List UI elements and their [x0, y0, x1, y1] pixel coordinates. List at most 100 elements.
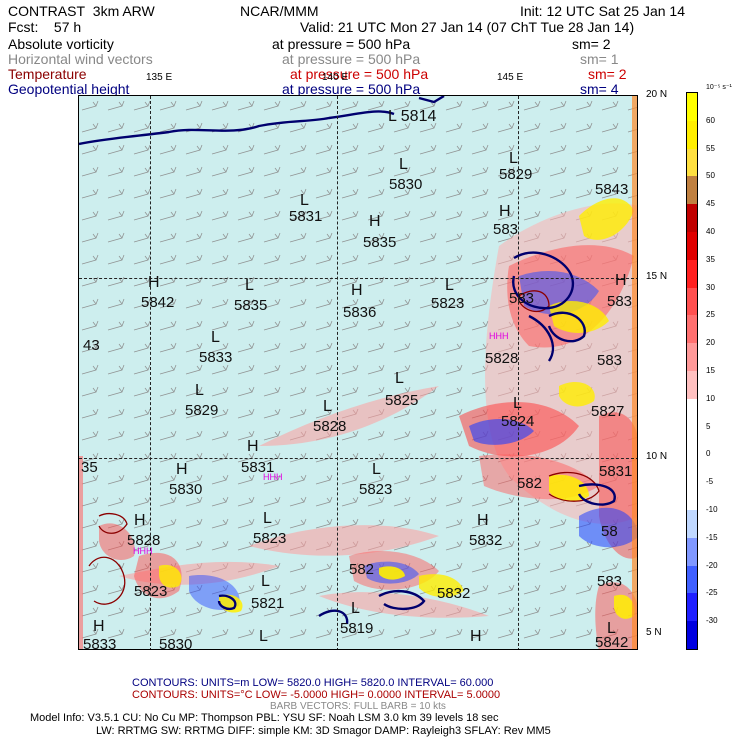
height-value: 5829 [499, 166, 533, 183]
low-center-label: L [245, 277, 254, 294]
high-center-label: H [247, 438, 259, 455]
colorbar-tick-label: 25 [706, 310, 715, 320]
height-value: 583 [509, 290, 535, 307]
height-value: 5828 [485, 350, 519, 367]
field-temperature-smooth: sm= 2 [588, 66, 627, 82]
colorbar-tick-label: -5 [706, 477, 714, 487]
magenta-label: HHH [489, 331, 509, 341]
colorbar-swatch [687, 287, 697, 316]
high-center-label: H [470, 628, 482, 645]
high-center-label: H [93, 618, 105, 635]
colorbar-swatch [687, 93, 697, 122]
colorbar-tick-label: 30 [706, 282, 715, 292]
colorbar-swatch [687, 593, 697, 622]
height-value: 5833 [199, 349, 233, 366]
high-center-label: H [134, 512, 146, 529]
height-value: 583 [597, 352, 623, 369]
colorbar-swatch [687, 454, 697, 483]
height-value: 583 [493, 221, 519, 238]
product-label: CONTRAST 3km ARW [8, 3, 155, 19]
height-value: 5842 [141, 294, 175, 311]
colorbar-tick-label: -20 [706, 560, 718, 570]
low-center-label: L [445, 277, 454, 294]
height-value: 58 [601, 523, 618, 540]
high-center-label: H [369, 213, 381, 230]
colorbar-tick-label: -25 [706, 588, 718, 598]
height-value: 5825 [385, 392, 419, 409]
height-value: 5823 [359, 481, 393, 498]
colorbar-swatch [687, 176, 697, 205]
field-wind-smooth: sm= 1 [580, 51, 619, 67]
height-value: 583 [597, 573, 623, 590]
height-value: 5833 [83, 636, 117, 650]
high-center-label: H [351, 282, 363, 299]
colorbar-swatch [687, 232, 697, 261]
height-value: 5830 [159, 636, 193, 650]
forecast-hour: Fcst: 57 h [8, 19, 82, 35]
low-center-label: L [509, 150, 518, 167]
colorbar-swatch [687, 426, 697, 455]
low-center-label: L [372, 461, 381, 478]
field-height-smooth: sm= 4 [580, 81, 619, 97]
colorbar [686, 92, 698, 650]
high-center-label: H [148, 274, 160, 291]
high-center-label: H [615, 272, 627, 289]
height-value: 5823 [431, 295, 465, 312]
contour-info-temperature: CONTOURS: UNITS=°C LOW= -5.0000 HIGH= 0.… [132, 689, 501, 701]
low-center-label: L [399, 156, 408, 173]
colorbar-swatch [687, 621, 697, 650]
low-center-label: L [195, 382, 204, 399]
low-center-label: L [259, 628, 268, 645]
gridline-lon-145 [518, 96, 519, 649]
colorbar-tick-label: 5 [706, 421, 711, 431]
field-height-name: Geopotential height [8, 81, 130, 97]
height-value: 5832 [469, 532, 503, 549]
height-value: 5842 [595, 634, 629, 650]
map-graphics [79, 96, 637, 649]
height-value: 5819 [340, 620, 374, 637]
height-value: 5821 [251, 595, 285, 612]
field-temperature-name: Temperature [8, 66, 87, 82]
colorbar-swatch [687, 510, 697, 539]
barb-info: BARB VECTORS: FULL BARB = 10 kts [270, 701, 446, 712]
low-center-label: L [300, 192, 309, 209]
init-time: Init: 12 UTC Sat 25 Jan 14 [520, 3, 685, 19]
field-wind-pressure: at pressure = 500 hPa [282, 51, 421, 67]
height-value: 5832 [437, 585, 471, 602]
field-wind-name: Horizontal wind vectors [8, 51, 153, 67]
map-panel: L 5814 L 5830 L 5829 5843 L 5831 H 5835 … [78, 95, 638, 650]
field-vorticity-pressure: at pressure = 500 hPa [272, 36, 411, 52]
height-value: 5829 [185, 402, 219, 419]
lat-label-10n: 10 N [646, 451, 668, 462]
gridline-lat-15 [79, 278, 637, 279]
high-center-label: H [499, 203, 511, 220]
magenta-label: HHH [133, 546, 153, 556]
colorbar-swatch [687, 371, 697, 400]
colorbar-tick-label: 40 [706, 227, 715, 236]
model-info-line1: Model Info: V3.5.1 CU: No Cu MP: Thompso… [30, 712, 499, 724]
lon-label-145e: 145 E [497, 72, 524, 83]
low-center-label: L [351, 600, 360, 617]
height-value: 5823 [253, 530, 287, 547]
org-label: NCAR/MMM [240, 3, 319, 19]
colorbar-tick-label: 60 [706, 115, 715, 125]
low-center-label: L [607, 620, 616, 637]
field-temperature-pressure: at pressure = 500 hPa [290, 66, 429, 82]
height-value: 5836 [343, 304, 377, 321]
lon-label-135e: 135 E [146, 72, 173, 83]
height-value: 582 [349, 561, 375, 578]
model-info-line2: LW: RRTMG SW: RRTMG DIFF: simple KM: 3D … [96, 725, 551, 737]
colorbar-swatch [687, 148, 697, 177]
colorbar-swatch [687, 204, 697, 233]
colorbar-tick-label: 50 [706, 171, 715, 181]
colorbar-tick-label: 45 [706, 199, 715, 209]
low-center-label: L [263, 510, 272, 527]
colorbar-swatch [687, 259, 697, 289]
low-center-label: L [513, 395, 522, 412]
colorbar-tick-label: -30 [706, 616, 718, 626]
high-center-label: H [176, 461, 188, 478]
gridline-lon-135 [150, 96, 151, 649]
lat-label-20n: 20 N [646, 89, 668, 100]
high-center-label: H [477, 512, 489, 529]
height-value: 5828 [313, 418, 347, 435]
